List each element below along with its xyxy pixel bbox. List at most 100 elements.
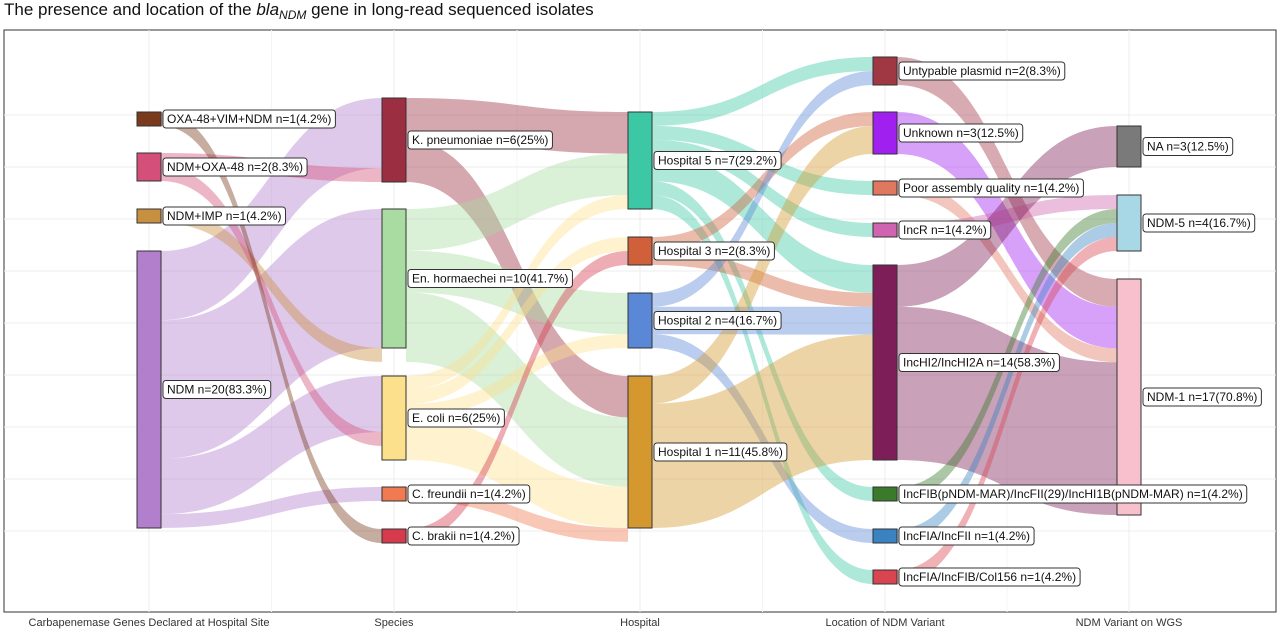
flow-eco-to-h2 [406, 334, 628, 418]
node-label-box-enh [407, 269, 573, 288]
node-fiacol [872, 569, 898, 585]
node-label-fib: IncFIB(pNDM-MAR)/IncFII(29)/IncHI1B(pNDM… [903, 487, 1243, 501]
flow-ndmoxa48-to-eco [161, 167, 382, 446]
node-label-kpn: K. pneumoniae n=6(25%) [412, 133, 548, 147]
flow-enh-to-h5 [406, 153, 628, 251]
node-label-incr: IncR n=1(4.2%) [903, 223, 987, 237]
node-label-box-unk [898, 123, 1024, 143]
node-incr [872, 222, 898, 238]
node-enh [381, 208, 407, 349]
title-gene-sub: NDM [279, 8, 307, 22]
node-fia [872, 528, 898, 544]
node-label-untyp: Untypable plasmid n=2(8.3%) [903, 64, 1061, 78]
node-label-unk: Unknown n=3(12.5%) [903, 126, 1019, 140]
node-label-fia: IncFIA/IncFII n=1(4.2%) [903, 529, 1030, 543]
node-label-cbr: C. brakii n=1(4.2%) [412, 529, 515, 543]
node-poor [872, 180, 898, 196]
axis-label-3: Location of NDM Variant [825, 617, 944, 629]
node-label-poor: Poor assembly quality n=1(4.2%) [903, 181, 1079, 195]
flow-hi2-to-na [897, 126, 1117, 307]
node-label-box-h1 [653, 442, 788, 462]
node-label-oxa48vimndm: OXA-48+VIM+NDM n=1(4.2%) [167, 112, 331, 126]
flow-fia-to-ndm5 [897, 223, 1117, 543]
flow-enh-to-h1 [406, 292, 628, 487]
node-label-box-ndm [162, 380, 272, 399]
node-label-ndmimp: NDM+IMP n=1(4.2%) [167, 209, 282, 223]
flow-eco-to-h3 [406, 237, 628, 404]
title-gene-italic: bla [256, 0, 280, 19]
flow-h5-to-hi2 [652, 153, 873, 293]
node-h2 [627, 292, 653, 349]
node-label-box-poor [898, 178, 1084, 198]
node-label-enh: En. hormaechei n=10(41.7%) [412, 272, 568, 286]
node-ndmimp [136, 208, 162, 224]
flow-ndm-to-cfr [161, 487, 382, 528]
flow-eco-to-h5 [406, 195, 628, 390]
node-label-hi2: IncHI2/IncHI2A n=14(58.3%) [903, 356, 1055, 370]
node-label-h3: Hospital 3 n=2(8.3%) [658, 244, 770, 258]
node-eco [381, 375, 407, 461]
flow-h5-to-fiacol [652, 195, 873, 584]
title-suffix: gene in long-read sequenced isolates [306, 0, 594, 19]
flow-cbr-to-h3 [406, 251, 628, 543]
node-label-fiacol: IncFIA/IncFIB/Col156 n=1(4.2%) [903, 570, 1076, 584]
node-h5 [627, 111, 653, 210]
title-prefix: The presence and location of the [4, 0, 257, 19]
node-na [1116, 125, 1142, 168]
node-label-box-ndmimp [162, 206, 286, 226]
node-label-ndm: NDM n=20(83.3%) [167, 383, 267, 397]
node-label-box-eco [407, 408, 505, 428]
node-ndm [136, 250, 162, 529]
axis-labels: Carbapenemase Genes Declared at Hospital… [29, 617, 1183, 629]
node-ndm5 [1116, 194, 1142, 252]
axis-label-1: Species [374, 617, 414, 629]
axis-label-2: Hospital [620, 617, 660, 629]
node-label-box-fib [898, 484, 1248, 504]
node-label-box-ndm1 [1142, 387, 1262, 407]
node-label-ndm5: NDM-5 n=4(16.7%) [1147, 216, 1251, 230]
flow-h2-to-untyp [652, 71, 873, 307]
node-label-cfr: C. freundii n=1(4.2%) [412, 487, 526, 501]
node-label-ndmoxa48: NDM+OXA-48 n=2(8.3%) [167, 160, 303, 174]
node-label-box-cfr [407, 484, 531, 504]
node-label-box-h3 [653, 241, 775, 261]
axis-label-4: NDM Variant on WGS [1076, 617, 1183, 629]
node-label-ndm1: NDM-1 n=17(70.8%) [1147, 390, 1257, 404]
title-gene: blaNDM [256, 0, 307, 22]
node-label-box-fiacol [898, 567, 1081, 587]
flow-h3-to-unk [652, 112, 873, 251]
node-label-eco: E. coli n=6(25%) [412, 411, 500, 425]
flow-h5-to-untyp [652, 57, 873, 126]
node-unk [872, 111, 898, 155]
flow-ndmimp-to-enh [161, 209, 382, 362]
node-cfr [381, 486, 407, 502]
flow-h1-to-unk [652, 126, 873, 404]
node-label-box-fia [898, 526, 1035, 546]
node-hi2 [872, 264, 898, 461]
node-label-h5: Hospital 5 n=7(29.2%) [658, 154, 777, 168]
flow-h2-to-fia [652, 334, 873, 543]
axis-label-0: Carbapenemase Genes Declared at Hospital… [29, 617, 270, 629]
nodes [136, 56, 1142, 585]
flows [161, 57, 1117, 584]
node-label-h2: Hospital 2 n=4(16.7%) [658, 314, 777, 328]
node-label-box-cbr [407, 526, 520, 546]
flow-poor-to-ndm1 [897, 181, 1117, 363]
chart-title: The presence and location of the blaNDM … [4, 0, 594, 22]
node-label-box-h2 [653, 311, 782, 330]
node-label-box-kpn [407, 130, 553, 150]
node-fib [872, 486, 898, 502]
flow-h5-to-fib [652, 181, 873, 502]
flow-h1-to-hi2 [652, 334, 873, 528]
flow-unk-to-ndm1 [897, 112, 1117, 349]
node-label-h1: Hospital 1 n=11(45.8%) [658, 445, 783, 459]
node-h1 [627, 375, 653, 529]
node-label-box-incr [898, 220, 992, 240]
flow-h5-to-incr [652, 139, 873, 237]
node-labels: OXA-48+VIM+NDM n=1(4.2%) NDM+OXA-48 n=2(8… [162, 61, 1262, 587]
node-label-box-ndmoxa48 [162, 157, 308, 177]
flow-eco-to-h1 [406, 418, 628, 528]
node-h3 [627, 236, 653, 266]
node-label-box-untyp [898, 61, 1066, 81]
